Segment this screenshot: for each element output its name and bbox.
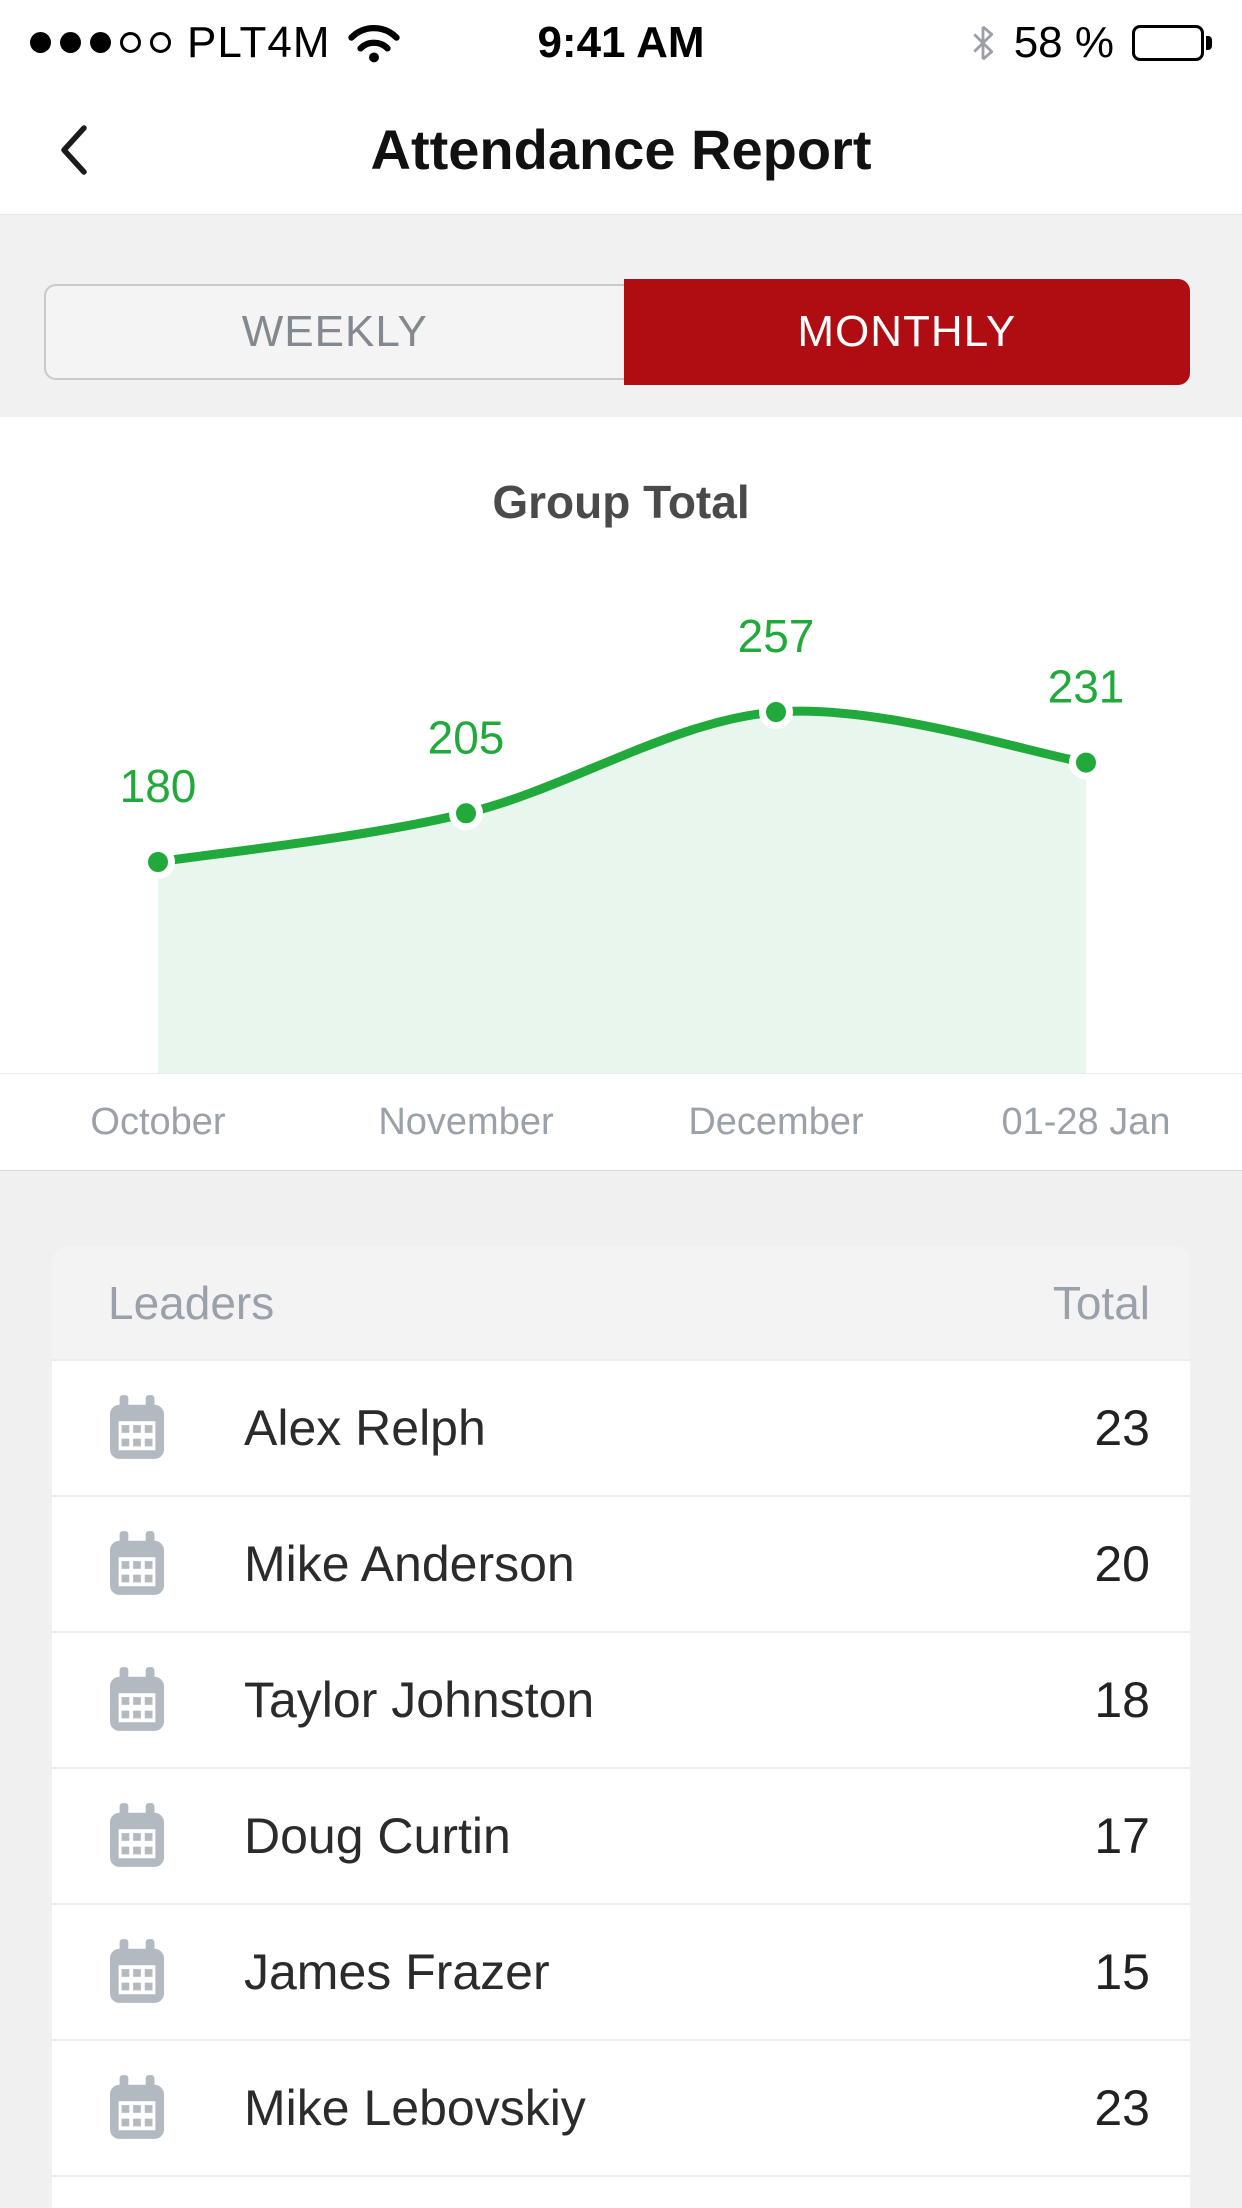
- table-row-partial: [52, 2175, 1190, 2208]
- leaders-card: Leaders Total Alex Relph 23 Mike And: [52, 1246, 1190, 2208]
- data-label-november: 205: [428, 711, 505, 763]
- leader-name: Alex Relph: [244, 1400, 486, 1456]
- data-label-jan: 231: [1048, 661, 1125, 713]
- attendance-line-chart: 180 205 257 231: [120, 610, 1125, 1073]
- period-segmented-control: WEEKLY MONTHLY: [44, 279, 1190, 385]
- period-selector-section: WEEKLY MONTHLY: [0, 215, 1242, 417]
- table-row[interactable]: Mike Lebovskiy 23: [52, 2039, 1190, 2175]
- calendar-icon: [109, 1939, 165, 2003]
- data-label-december: 257: [738, 610, 815, 662]
- column-header-total: Total: [1052, 1276, 1150, 1329]
- page-title: Attendance Report: [370, 118, 872, 181]
- axis-label-november: November: [378, 1100, 554, 1143]
- column-header-leaders: Leaders: [108, 1276, 275, 1329]
- signal-dot: [120, 32, 141, 53]
- calendar-icon: [109, 1395, 165, 1459]
- axis-label-december: December: [688, 1100, 864, 1143]
- leader-name: James Frazer: [244, 1944, 550, 2000]
- table-row[interactable]: Doug Curtin 17: [52, 1767, 1190, 1903]
- signal-dot: [150, 32, 171, 53]
- signal-dot: [60, 32, 81, 53]
- table-row[interactable]: Taylor Johnston 18: [52, 1631, 1190, 1767]
- tab-monthly[interactable]: MONTHLY: [623, 279, 1190, 385]
- leader-name: Taylor Johnston: [244, 1672, 595, 1728]
- leader-total: 23: [1094, 1400, 1150, 1456]
- chart-point: [141, 845, 175, 879]
- chart-point: [449, 796, 483, 831]
- chevron-left-icon: [61, 124, 87, 175]
- table-row[interactable]: Mike Anderson 20: [52, 1495, 1190, 1631]
- calendar-icon: [109, 1531, 165, 1595]
- leader-total: 20: [1094, 1536, 1150, 1592]
- chart-point: [1069, 745, 1103, 780]
- status-bar: PLT4M 9:41 AM 58 %: [0, 0, 1242, 85]
- battery-body: [1132, 24, 1204, 61]
- chart-area-fill: [158, 711, 1086, 1073]
- chart-point: [759, 695, 793, 729]
- leader-total: 23: [1094, 2080, 1150, 2136]
- chart-line: [153, 706, 1091, 867]
- status-right: 58 %: [970, 18, 1212, 68]
- axis-label-jan: 01-28 Jan: [1001, 1100, 1171, 1143]
- navigation-bar: Attendance Report: [0, 85, 1242, 215]
- carrier-label: PLT4M: [187, 17, 331, 67]
- back-button[interactable]: [44, 85, 102, 214]
- leader-name: Mike Lebovskiy: [244, 2080, 586, 2136]
- leader-total: 15: [1094, 1944, 1150, 2000]
- table-row[interactable]: James Frazer 15: [52, 1903, 1190, 2039]
- leaders-section: Leaders Total Alex Relph 23 Mike And: [0, 1171, 1242, 2208]
- attendance-chart-section: 180 205 257 231 Group Total: [0, 417, 1242, 1073]
- signal-dot: [30, 32, 51, 53]
- calendar-icon: [109, 1803, 165, 1867]
- leader-name: Mike Anderson: [244, 1536, 575, 1592]
- table-header: Leaders Total: [52, 1246, 1190, 1359]
- battery-percent-label: 58 %: [1013, 17, 1114, 67]
- battery-tip: [1206, 35, 1212, 50]
- tab-weekly[interactable]: WEEKLY: [44, 284, 624, 380]
- leader-name: Doug Curtin: [244, 1808, 511, 1864]
- chart-points: [141, 695, 1103, 879]
- cell-signal-icon: [30, 32, 171, 53]
- x-axis-labels: October November December 01-28 Jan: [0, 1073, 1242, 1172]
- calendar-icon: [109, 1667, 165, 1731]
- leader-total: 17: [1094, 1808, 1150, 1864]
- signal-dot: [90, 32, 111, 53]
- chart-title: Group Total: [492, 476, 750, 528]
- status-left: PLT4M: [30, 18, 401, 68]
- battery-icon: [1132, 24, 1212, 61]
- axis-label-october: October: [90, 1100, 226, 1143]
- data-label-october: 180: [120, 760, 197, 812]
- calendar-icon: [109, 2075, 165, 2139]
- table-row[interactable]: Alex Relph 23: [52, 1359, 1190, 1495]
- leader-total: 18: [1094, 1672, 1150, 1728]
- wifi-icon: [347, 24, 400, 62]
- bluetooth-icon: [973, 25, 993, 60]
